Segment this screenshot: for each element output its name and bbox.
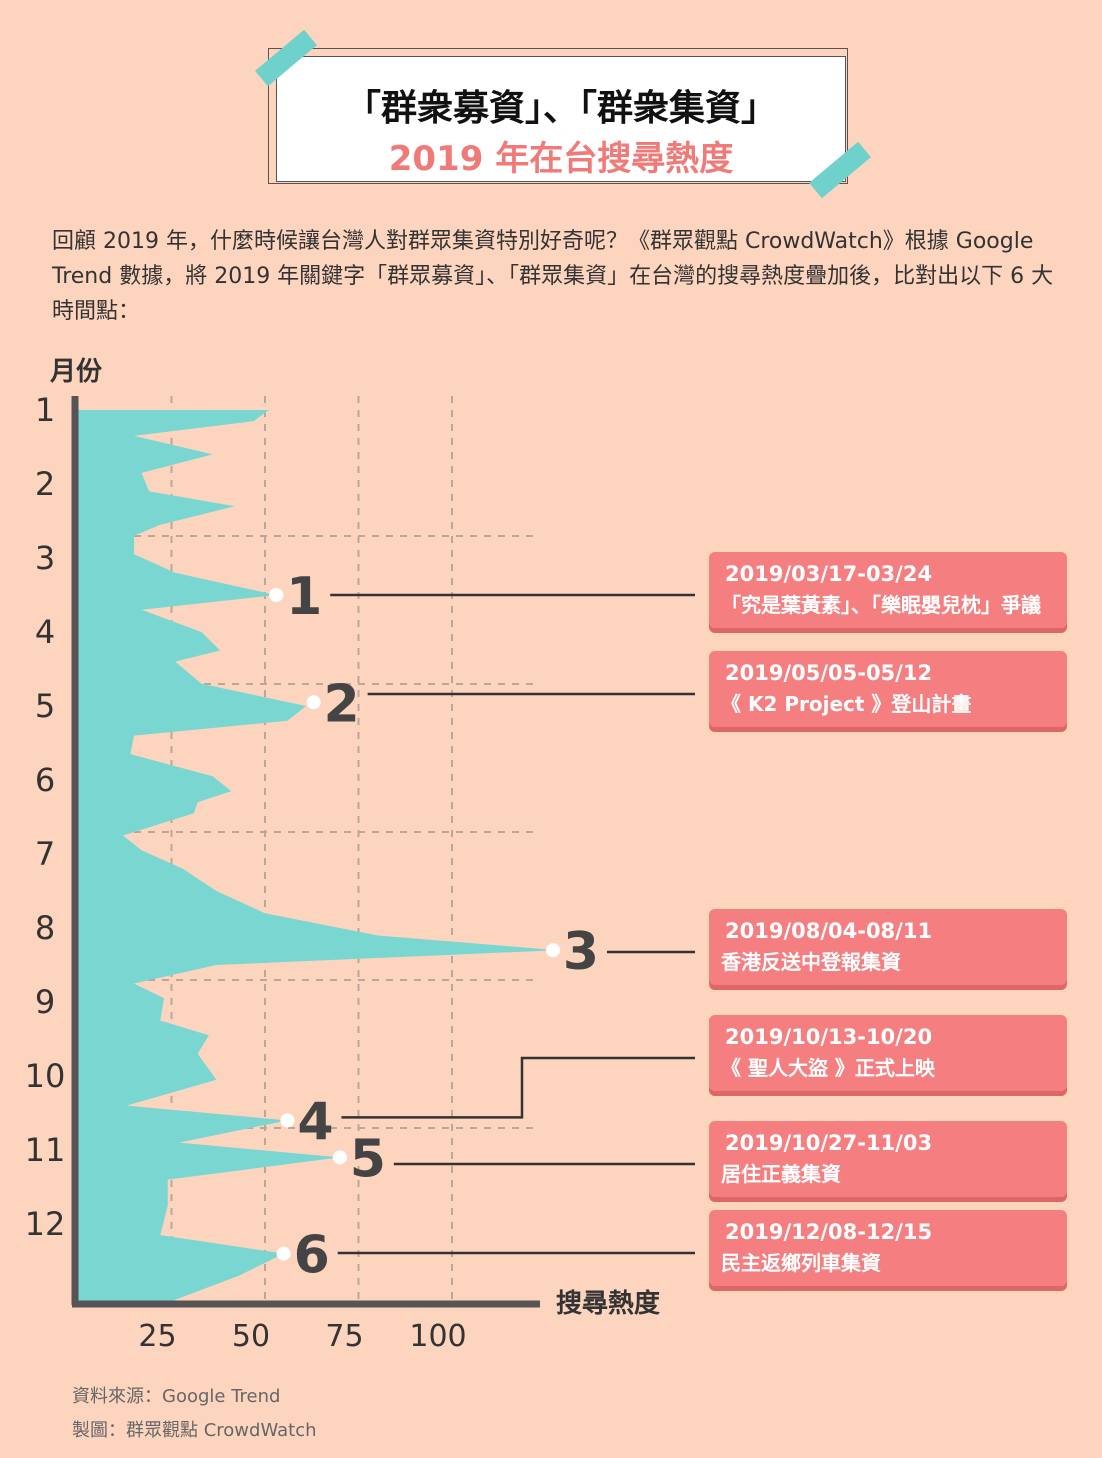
x-tick-25: 25 (138, 1319, 176, 1354)
event-point-5 (332, 1150, 347, 1165)
event-point-1 (269, 588, 284, 602)
event-point-6 (276, 1246, 291, 1261)
title-box: 「群衆募資」、「群衆集資」 2019 年在台搜尋熱度 (276, 56, 846, 182)
event-point-4 (280, 1113, 295, 1128)
event-desc-2: 《 K2 Project 》登山計畫 (721, 692, 971, 716)
event-date-5: 2019/10/27-11/03 (725, 1131, 932, 1155)
event-number-4: 4 (297, 1092, 333, 1152)
event-card-5 (709, 1121, 1067, 1197)
event-connector-4 (341, 1056, 695, 1119)
month-tick-7: 7 (35, 835, 55, 873)
search-trend-area (78, 410, 557, 1306)
x-tick-75: 75 (325, 1319, 363, 1354)
event-annotations: 1 2019/03/17-03/24 「究是葉黃素」、「樂眠嬰兒枕」爭議 2 2019/… (269, 552, 1067, 1291)
month-tick-1: 1 (35, 391, 55, 429)
intro-paragraph: 回顧 2019 年，什麼時候讓台灣人對群眾集資特別好奇呢？《群眾觀點 Crowd… (52, 229, 1054, 324)
event-number-6: 6 (294, 1226, 330, 1286)
title-sub: 2019 年在台搜尋熱度 (388, 139, 734, 179)
event-number-5: 5 (350, 1129, 386, 1189)
month-tick-6: 6 (35, 761, 55, 799)
source-data: 資料來源：Google Trend (72, 1386, 281, 1407)
title-panel: 「群衆募資」、「群衆集資」 2019 年在台搜尋熱度 (255, 29, 871, 199)
event-point-3 (545, 943, 560, 958)
title-shadow-frame (268, 48, 848, 184)
x-tick-50: 50 (232, 1319, 270, 1354)
month-tick-4: 4 (35, 613, 55, 651)
y-axis-label: 月份 (49, 357, 102, 387)
event-card-1 (709, 552, 1067, 628)
event-2: 2 2019/05/05-05/12 《 K2 Project 》登山計畫 (306, 651, 1067, 734)
month-tick-12: 12 (25, 1205, 66, 1243)
event-date-4: 2019/10/13-10/20 (725, 1025, 932, 1049)
event-number-1: 1 (286, 567, 322, 627)
x-tick-labels: 25 50 75 100 (138, 1319, 466, 1354)
event-desc-6: 民主返鄉列車集資 (721, 1251, 881, 1275)
source-design: 製圖：群眾觀點 CrowdWatch (72, 1420, 317, 1441)
title-main: 「群衆募資」、「群衆集資」 (344, 88, 777, 129)
event-desc-1: 「究是葉黃素」、「樂眠嬰兒枕」爭議 (721, 593, 1041, 617)
event-6: 6 2019/12/08-12/15 民主返鄉列車集資 (276, 1210, 1067, 1291)
event-4: 4 2019/10/13-10/20 《 聖人大盜 》正式上映 (280, 1015, 1067, 1152)
event-card-3 (709, 909, 1067, 985)
event-date-1: 2019/03/17-03/24 (725, 562, 932, 586)
event-number-3: 3 (563, 922, 599, 982)
event-date-6: 2019/12/08-12/15 (725, 1220, 932, 1244)
event-1: 1 2019/03/17-03/24 「究是葉黃素」、「樂眠嬰兒枕」爭議 (269, 552, 1067, 633)
event-card-6 (709, 1210, 1067, 1286)
month-tick-8: 8 (35, 909, 55, 947)
event-5: 5 2019/10/27-11/03 居住正義集資 (332, 1121, 1067, 1202)
month-tick-3: 3 (35, 539, 55, 577)
event-desc-5: 居住正義集資 (721, 1162, 841, 1186)
event-point-2 (306, 695, 321, 710)
event-card-4 (709, 1015, 1067, 1091)
x-tick-100: 100 (409, 1319, 466, 1354)
event-desc-3: 香港反送中登報集資 (721, 950, 901, 974)
month-tick-2: 2 (35, 465, 55, 503)
x-axis-label: 搜尋熱度 (556, 1288, 660, 1319)
event-date-3: 2019/08/04-08/11 (725, 919, 932, 943)
month-tick-10: 10 (25, 1057, 66, 1095)
event-3: 3 2019/08/04-08/11 香港反送中登報集資 (545, 909, 1067, 990)
month-tick-5: 5 (35, 687, 55, 725)
month-tick-9: 9 (35, 983, 55, 1021)
event-card-2 (709, 651, 1067, 727)
event-number-2: 2 (324, 674, 360, 734)
event-date-2: 2019/05/05-05/12 (725, 661, 932, 685)
event-desc-4: 《 聖人大盜 》正式上映 (721, 1056, 936, 1080)
month-tick-11: 11 (25, 1131, 66, 1169)
